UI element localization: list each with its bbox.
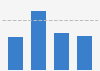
Bar (54, 33, 69, 70)
Bar (77, 36, 92, 70)
Bar (8, 37, 23, 70)
Bar (31, 11, 46, 70)
